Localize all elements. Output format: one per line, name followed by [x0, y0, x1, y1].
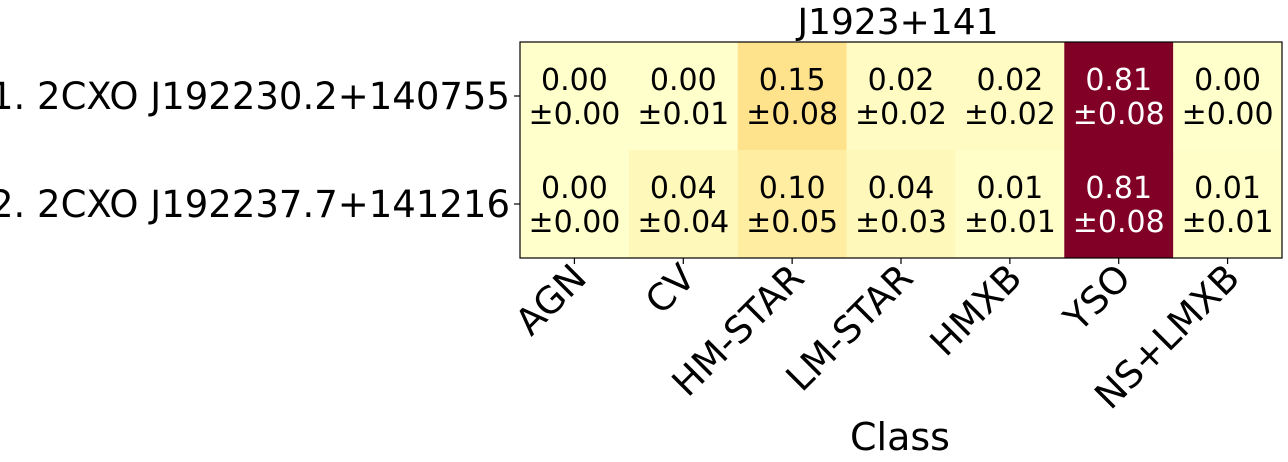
- cell-value-label: 0.00: [650, 63, 717, 98]
- cell-value-label: 0.04: [868, 171, 935, 206]
- x-tick-label: YSO: [1055, 256, 1139, 340]
- heatmap-cell: [846, 42, 956, 151]
- heatmap-cell: [846, 150, 956, 259]
- cell-value-label: 0.15: [759, 63, 826, 98]
- heatmap-cell: [520, 42, 630, 151]
- y-tick-label: 2. 2CXO J192237.7+141216: [0, 183, 510, 226]
- cell-value-label: 0.02: [868, 63, 935, 98]
- row-labels: 1. 2CXO J192230.2+140755 2. 2CXO J192237.…: [0, 75, 520, 226]
- heatmap-cell: [737, 42, 848, 151]
- cell-error-label: ±0.01: [1182, 205, 1274, 240]
- cell-error-label: ±0.05: [746, 205, 838, 240]
- cell-value-label: 0.10: [759, 171, 826, 206]
- cell-error-label: ±0.00: [1182, 97, 1274, 132]
- x-tick-label: AGN: [507, 256, 595, 344]
- cell-error-label: ±0.00: [528, 205, 620, 240]
- cell-error-label: ±0.01: [637, 97, 729, 132]
- heatmap-cell: [955, 150, 1065, 259]
- cell-error-label: ±0.00: [528, 97, 620, 132]
- heatmap-cell: [520, 150, 630, 259]
- heatmap-cell: [1173, 42, 1283, 151]
- heatmap-cell: [1064, 150, 1174, 259]
- cell-error-label: ±0.08: [1073, 97, 1165, 132]
- cell-error-label: ±0.03: [855, 205, 947, 240]
- cell-value-label: 0.00: [541, 63, 608, 98]
- cell-value-label: 0.00: [541, 171, 608, 206]
- chart-title: J1923+141: [795, 2, 998, 43]
- cell-value-label: 0.01: [1194, 171, 1261, 206]
- x-axis-label: Class: [850, 415, 950, 459]
- heatmap-cell: [628, 150, 739, 259]
- cell-error-label: ±0.08: [746, 97, 838, 132]
- heatmap-cell: [955, 42, 1065, 151]
- y-tick-label: 1. 2CXO J192230.2+140755: [0, 75, 510, 118]
- cell-error-label: ±0.04: [637, 205, 729, 240]
- cell-error-label: ±0.01: [964, 205, 1056, 240]
- cell-error-label: ±0.02: [855, 97, 947, 132]
- cell-value-label: 0.04: [650, 171, 717, 206]
- heatmap-cell: [628, 42, 739, 151]
- heatmap-cells: 0.00±0.000.00±0.010.15±0.080.02±0.020.02…: [520, 42, 1283, 259]
- heatmap-cell: [1064, 42, 1174, 151]
- cell-value-label: 0.01: [976, 171, 1043, 206]
- cell-value-label: 0.81: [1085, 171, 1152, 206]
- cell-value-label: 0.81: [1085, 63, 1152, 98]
- x-tick-label: HMXB: [922, 256, 1031, 365]
- cell-error-label: ±0.02: [964, 97, 1056, 132]
- x-tick-label: CV: [637, 256, 704, 323]
- cell-value-label: 0.00: [1194, 63, 1261, 98]
- heatmap-cell: [737, 150, 848, 259]
- heatmap-cell: [1173, 150, 1283, 259]
- cell-error-label: ±0.08: [1073, 205, 1165, 240]
- cell-value-label: 0.02: [976, 63, 1043, 98]
